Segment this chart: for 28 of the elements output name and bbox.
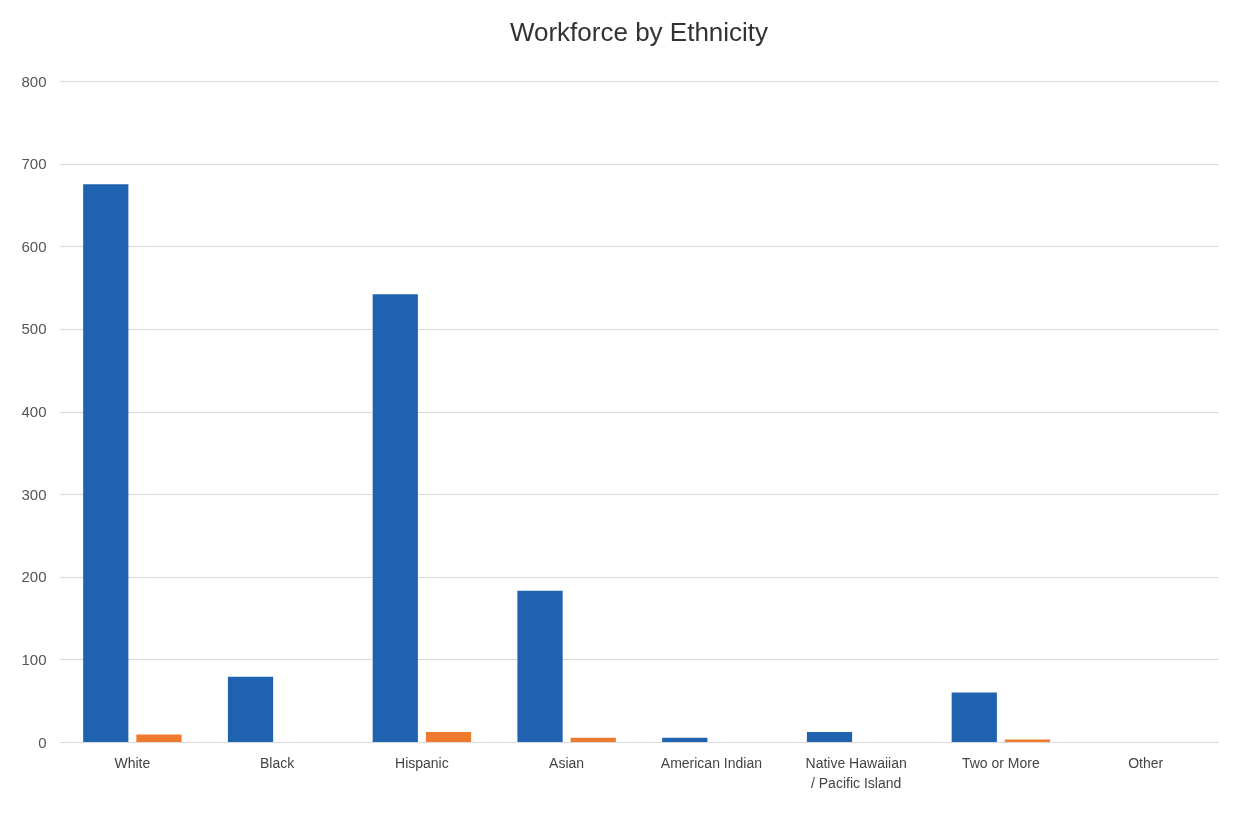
x-tick-label: Two or More — [961, 754, 1040, 771]
y-tick-label: 100 — [21, 650, 47, 668]
x-tick-label: White — [114, 754, 151, 771]
y-tick-label: 500 — [21, 320, 47, 338]
y-tick-label: 200 — [21, 568, 47, 586]
y-tick-label: 0 — [38, 733, 47, 751]
y-tick-label: 300 — [21, 485, 47, 503]
bar — [136, 734, 182, 742]
bar — [806, 732, 853, 742]
bar — [83, 184, 129, 742]
y-tick-label: 400 — [21, 403, 47, 420]
x-tick-label: Native Hawaiian / Pacific Island — [805, 754, 907, 791]
x-tick-label: Asian — [549, 754, 585, 771]
x-tick-label: Other — [1128, 754, 1164, 771]
bar — [372, 294, 418, 742]
x-tick-label: American Indian — [660, 754, 762, 771]
y-tick-label: 800 — [21, 72, 47, 90]
bar — [227, 676, 274, 742]
bar — [570, 737, 616, 742]
bar — [425, 732, 472, 742]
x-tick-label: Black — [260, 754, 296, 771]
bar — [517, 590, 563, 742]
bar — [662, 737, 708, 742]
x-tick-label: Hispanic — [395, 754, 449, 771]
bar — [951, 692, 997, 742]
y-tick-label: 700 — [21, 155, 47, 173]
chart-title: Workforce by Ethnicity — [509, 17, 769, 47]
y-tick-label: 600 — [21, 237, 47, 255]
